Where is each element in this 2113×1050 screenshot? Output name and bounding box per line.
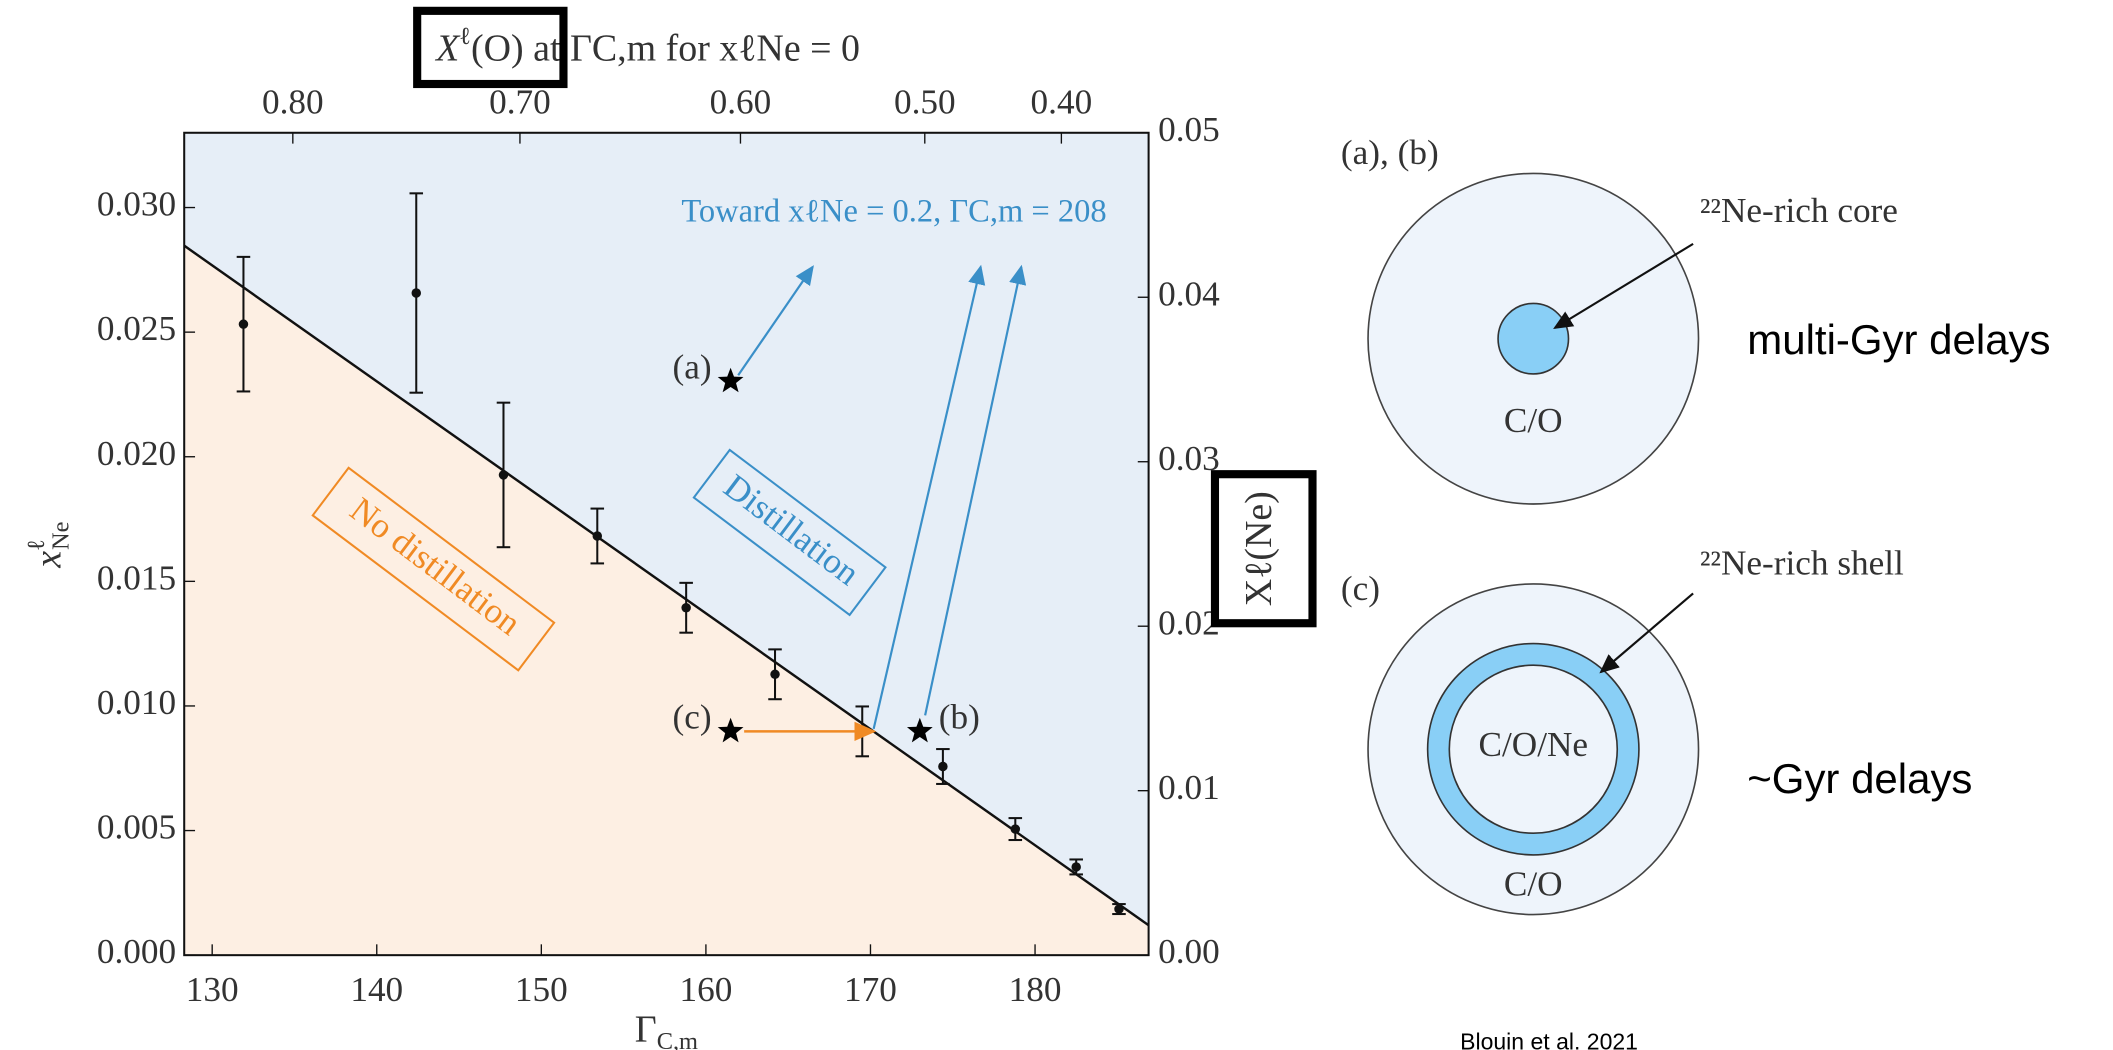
slide: 130 140 150 160 170 180 0.80 0.70 0.60 0.50 0.40 0.… — [0, 0, 2113, 1050]
delay-label: ~Gyr delays — [1747, 755, 1972, 802]
x-tick-label: 180 — [1009, 970, 1062, 1009]
x-axis-title: ΓC,m — [635, 1008, 698, 1050]
point — [681, 603, 690, 612]
y2-tick-label: 0.04 — [1158, 274, 1220, 313]
y-tick-label: 0.030 — [97, 185, 176, 224]
star-label: (c) — [673, 698, 712, 737]
x-tick-label: 150 — [515, 970, 568, 1009]
x2-tick-label: 0.40 — [1031, 83, 1093, 122]
point — [770, 670, 779, 679]
x2-tick-label: 0.70 — [489, 83, 551, 122]
y-tick-label: 0.015 — [97, 558, 176, 597]
diagram-label: (a), (b) — [1341, 133, 1439, 172]
diagram-label: ²²Ne-rich shell — [1700, 543, 1904, 582]
x-tick-label: 130 — [186, 970, 239, 1009]
y2-tick-label: 0.00 — [1158, 932, 1220, 971]
y-tick-label: 0.005 — [97, 808, 176, 847]
diagram: (a), (b) C/O ²²Ne-rich core multi-Gyr de… — [1341, 133, 2051, 1050]
y2-tick-label: 0.02 — [1158, 603, 1220, 642]
diagram-label: C/O — [1504, 864, 1563, 903]
y-tick-label: 0.020 — [97, 434, 176, 473]
x2-tick-label: 0.50 — [894, 83, 956, 122]
y-axis-title: xℓNe — [23, 522, 74, 569]
credit: Blouin et al. 2021 — [1460, 1028, 1638, 1050]
diagram-label: (c) — [1341, 569, 1380, 608]
point — [499, 470, 508, 479]
top-axis-title: Xℓ(O) at ΓC,m for xℓNe = 0 — [434, 23, 860, 70]
star-label: (a) — [673, 347, 712, 386]
point — [412, 288, 421, 297]
diagram-label: C/O/Ne — [1479, 725, 1589, 764]
y-tick-label: 0.010 — [97, 683, 176, 722]
y2-tick-label: 0.05 — [1158, 110, 1220, 149]
page: {"chart_data":{"type":"scatter", "title"… — [0, 0, 2113, 1050]
y2-tick-label: 0.03 — [1158, 439, 1220, 478]
point — [1011, 824, 1020, 833]
core — [1498, 303, 1568, 373]
annotation: Toward xℓNe = 0.2, ΓC,m = 208 — [681, 194, 1106, 230]
point — [938, 762, 947, 771]
point — [1114, 904, 1123, 913]
y2-tick-label: 0.01 — [1158, 768, 1220, 807]
point — [239, 319, 248, 328]
y2-axis-title: Xℓ(Ne) — [1238, 491, 1280, 606]
y-tick-label: 0.000 — [97, 932, 176, 971]
point — [593, 531, 602, 540]
y-tick-label: 0.025 — [97, 309, 176, 348]
x2-tick-label: 0.60 — [710, 83, 772, 122]
plot-area — [184, 133, 1148, 955]
x-tick-label: 170 — [844, 970, 897, 1009]
x-tick-label: 140 — [350, 970, 403, 1009]
delay-label: multi-Gyr delays — [1747, 316, 2050, 363]
diagram-label: C/O — [1504, 401, 1563, 440]
diagram-label: ²²Ne-rich core — [1700, 191, 1898, 230]
point — [1071, 862, 1080, 871]
star-label: (b) — [939, 698, 980, 737]
x2-tick-label: 0.80 — [262, 83, 324, 122]
x-tick-label: 160 — [679, 970, 732, 1009]
